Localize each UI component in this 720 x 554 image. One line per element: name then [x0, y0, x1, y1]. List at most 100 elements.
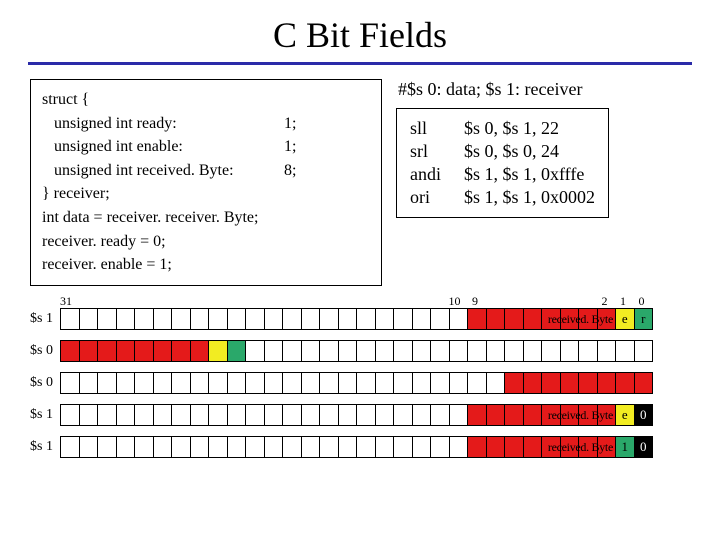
bit-cell — [116, 308, 135, 330]
bit-cell: 1 — [615, 436, 634, 458]
bit-cell: received. Byte — [597, 436, 616, 458]
bit-cell — [282, 308, 301, 330]
bit-cell — [412, 372, 431, 394]
bit-cell — [116, 372, 135, 394]
bit-cell — [227, 308, 246, 330]
top-row: struct { unsigned int ready:1; unsigned … — [30, 79, 690, 286]
bit-cell — [467, 340, 486, 362]
bit-cell — [264, 340, 283, 362]
bit-cell — [245, 372, 264, 394]
segment-label: received. Byte — [548, 437, 613, 457]
bit-cell — [412, 436, 431, 458]
bit-cell — [60, 372, 79, 394]
code-cell — [283, 88, 297, 112]
bit-cell — [264, 436, 283, 458]
register-row: $s 0 — [30, 372, 704, 394]
bit-cell — [597, 340, 616, 362]
bit-cell — [430, 436, 449, 458]
bit-cell — [208, 436, 227, 458]
bit-cell: 0 — [634, 436, 653, 458]
bit-cell — [282, 436, 301, 458]
bit-cell — [430, 404, 449, 426]
bit-cell — [245, 308, 264, 330]
bit-cell: 0 — [634, 404, 653, 426]
bit-cell — [264, 404, 283, 426]
bit-cell — [208, 372, 227, 394]
bit-cell — [190, 404, 209, 426]
code-cell — [283, 182, 297, 206]
bit-cell — [356, 404, 375, 426]
code-cell — [283, 230, 297, 254]
bit-cell — [134, 340, 153, 362]
bit-cell — [134, 436, 153, 458]
bit-cell — [79, 372, 98, 394]
bit-cell — [393, 404, 412, 426]
bit-index: 9 — [472, 294, 478, 309]
bit-cell — [79, 436, 98, 458]
bit-cell — [486, 340, 505, 362]
bit-cell: received. Byte — [597, 308, 616, 330]
bit-cell — [319, 404, 338, 426]
code-cell: unsigned int received. Byte: — [41, 159, 283, 183]
bit-cell — [412, 340, 431, 362]
bit-cell — [597, 372, 616, 394]
bit-grid: received. Byte10 — [60, 436, 653, 458]
bit-cell — [301, 404, 320, 426]
bit-cell — [338, 404, 357, 426]
bit-cell — [430, 340, 449, 362]
register-label: $s 1 — [30, 407, 60, 423]
bit-cell — [245, 340, 264, 362]
register-row: $s 1received. Bytee0 — [30, 404, 704, 426]
bit-diagram: 31109210 $s 1received. Byteer$s 0$s 0$s … — [30, 294, 704, 458]
bit-cell — [523, 436, 542, 458]
bit-cell — [79, 340, 98, 362]
bit-index: 10 — [449, 294, 461, 309]
bit-cell — [245, 404, 264, 426]
asm-cell: andi — [409, 163, 463, 186]
bit-cell — [523, 404, 542, 426]
code-cell: struct { — [41, 88, 283, 112]
code-cell — [283, 253, 297, 277]
bit-cell — [227, 372, 246, 394]
bit-cell — [171, 372, 190, 394]
bit-cell — [134, 308, 153, 330]
bit-cell — [375, 340, 394, 362]
register-row: $s 1received. Byteer — [30, 308, 704, 330]
bit-cell: received. Byte — [597, 404, 616, 426]
asm-cell: srl — [409, 140, 463, 163]
code-cell: 1; — [283, 135, 297, 159]
bit-cell — [116, 340, 135, 362]
bit-cell — [208, 308, 227, 330]
bit-cell — [356, 436, 375, 458]
bit-cell — [375, 308, 394, 330]
bit-cell — [153, 372, 172, 394]
code-cell: } receiver; — [41, 182, 283, 206]
bit-cell — [467, 436, 486, 458]
bit-cell — [319, 308, 338, 330]
code-cell — [283, 206, 297, 230]
bit-cell — [301, 436, 320, 458]
bit-cell — [190, 308, 209, 330]
asm-cell: $s 1, $s 1, 0x0002 — [463, 186, 596, 209]
bit-cell — [97, 308, 116, 330]
title-underline — [28, 62, 692, 65]
bit-cell — [60, 404, 79, 426]
bit-cell: r — [634, 308, 653, 330]
bit-cell — [245, 436, 264, 458]
bit-cell — [486, 404, 505, 426]
bit-cell — [375, 404, 394, 426]
bit-cell — [319, 340, 338, 362]
bit-grid — [60, 372, 653, 394]
bit-cell — [523, 372, 542, 394]
bit-cell — [504, 340, 523, 362]
bit-cell — [208, 404, 227, 426]
bit-cell — [449, 372, 468, 394]
bit-cell — [338, 340, 357, 362]
bit-cell — [393, 436, 412, 458]
bit-cell — [523, 340, 542, 362]
bit-cell — [578, 340, 597, 362]
bit-cell — [282, 372, 301, 394]
bit-cell — [301, 340, 320, 362]
bit-grid: received. Bytee0 — [60, 404, 653, 426]
bit-cell — [338, 372, 357, 394]
